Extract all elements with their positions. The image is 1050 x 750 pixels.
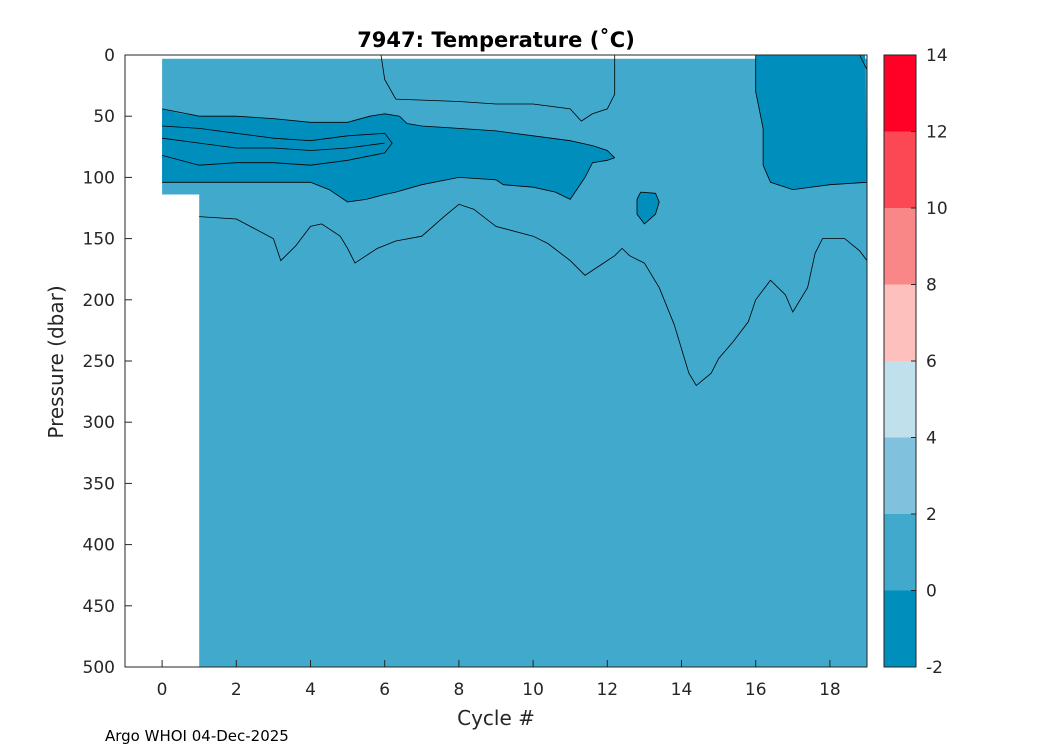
colorbar-tick-label: 2 bbox=[926, 505, 937, 525]
y-tick-label: 200 bbox=[83, 291, 115, 311]
x-tick-label: 2 bbox=[231, 680, 242, 700]
y-axis-label: Pressure (dbar) bbox=[44, 285, 68, 438]
y-tick-label: 350 bbox=[83, 474, 115, 494]
colorbar-band bbox=[884, 514, 916, 591]
colorbar-band bbox=[884, 590, 916, 667]
colorbar-tick-label: 8 bbox=[926, 276, 937, 296]
colorbar-tick-label: 4 bbox=[926, 429, 937, 449]
contour-upper-left-band-mid2 bbox=[162, 137, 385, 151]
contour-upper-left-band-mid1 bbox=[161, 125, 393, 166]
y-tick-label: 150 bbox=[83, 230, 115, 250]
contour-upper-left-band-bottom bbox=[162, 157, 615, 203]
x-tick-label: 0 bbox=[157, 680, 168, 700]
colorbar-tick-label: 14 bbox=[926, 46, 948, 66]
y-tick-label: 100 bbox=[83, 168, 115, 188]
y-tick-label: 500 bbox=[83, 658, 115, 678]
y-tick-label: 300 bbox=[83, 413, 115, 433]
contour-top-right-edge bbox=[859, 55, 867, 70]
y-tick-label: 250 bbox=[83, 352, 115, 372]
y-tick-label: 50 bbox=[93, 107, 115, 127]
colorbar-tick-label: 0 bbox=[926, 582, 937, 602]
y-tick-label: 400 bbox=[83, 536, 115, 556]
colorbar-band bbox=[884, 208, 916, 285]
colorbar-band bbox=[884, 361, 916, 438]
contour-right-colder bbox=[755, 55, 867, 191]
y-tick-label: 0 bbox=[104, 46, 115, 66]
x-tick-label: 16 bbox=[745, 680, 767, 700]
x-tick-label: 4 bbox=[305, 680, 316, 700]
x-tick-label: 8 bbox=[453, 680, 464, 700]
contour-upper-mid bbox=[380, 55, 616, 122]
data-coverage-area bbox=[162, 58, 867, 667]
filled-regions bbox=[162, 55, 867, 667]
x-tick-label: 14 bbox=[671, 680, 693, 700]
y-tick-label: 450 bbox=[83, 597, 115, 617]
axes: 0 2 4 6 8 10 12 14 16 18 0 50 100 150 200 250 300 350 400 4… bbox=[83, 46, 868, 700]
chart-title: 7947: Temperature (˚C) bbox=[357, 28, 635, 52]
colorbar-band bbox=[884, 55, 916, 132]
plot-area bbox=[125, 55, 867, 667]
colorbar-tick-label: 6 bbox=[926, 352, 937, 372]
x-tick-label: 12 bbox=[596, 680, 618, 700]
colorbar-tick-label: 12 bbox=[926, 123, 948, 143]
contour-lower-left bbox=[199, 203, 867, 387]
x-tick-label: 6 bbox=[379, 680, 390, 700]
colorbar-tick-label: -2 bbox=[926, 658, 943, 678]
x-tick-label: 10 bbox=[522, 680, 544, 700]
region-colder-layer-upper-left bbox=[162, 108, 615, 202]
footer-credit: Argo WHOI 04-Dec-2025 bbox=[105, 727, 289, 745]
region-colder-patch-cycle-13 bbox=[637, 192, 660, 224]
colorbar-tick-label: 10 bbox=[926, 199, 948, 219]
colorbar-band bbox=[884, 131, 916, 208]
contour-cycle-13-patch bbox=[636, 191, 660, 225]
x-axis-label: Cycle # bbox=[457, 706, 535, 730]
colorbar-band bbox=[884, 284, 916, 361]
colorbar: -2 0 2 4 6 8 10 12 14 bbox=[883, 46, 948, 678]
x-tick-label: 18 bbox=[819, 680, 841, 700]
contour-upper-left-band-top bbox=[162, 108, 615, 159]
region-colder-region-right bbox=[755, 55, 867, 190]
contour-lines bbox=[161, 55, 867, 387]
colorbar-band bbox=[884, 437, 916, 514]
